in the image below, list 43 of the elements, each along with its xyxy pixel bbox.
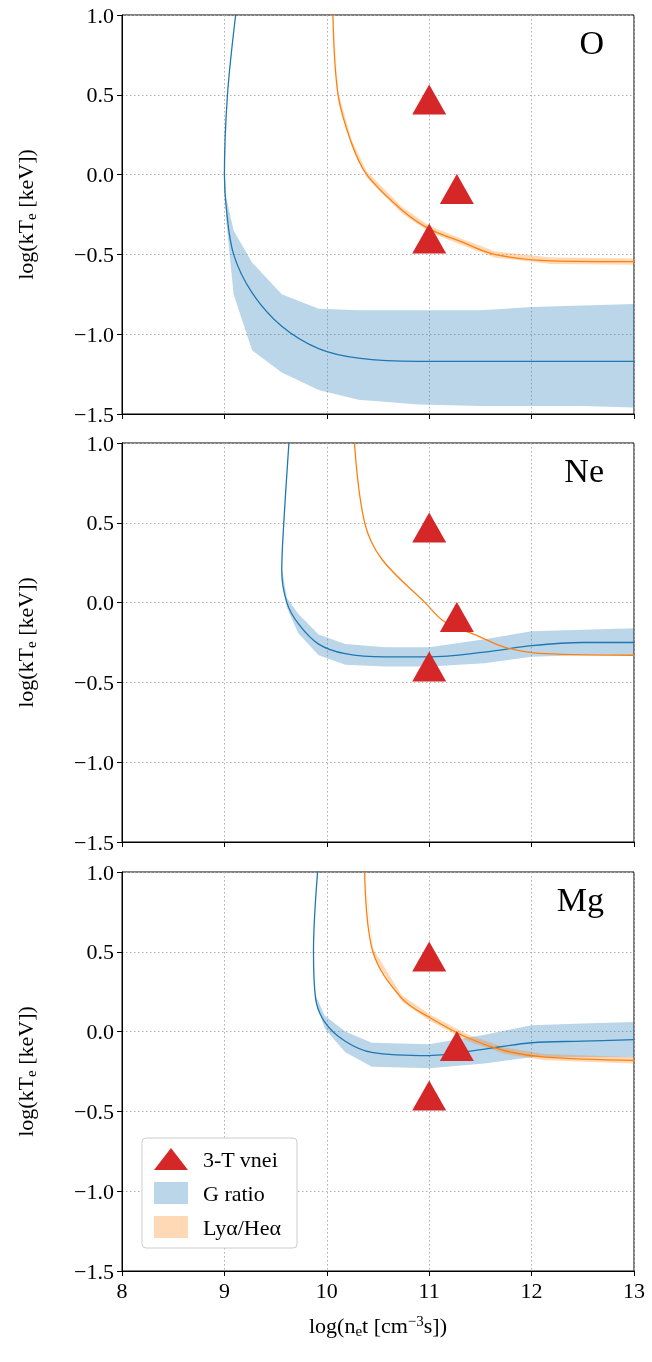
x-tick-label: 10	[315, 1277, 338, 1303]
x-tick-label: 11	[418, 1277, 440, 1303]
y-tick-label: −0.5	[74, 669, 114, 695]
y-axis-title: log(kTe [keV])	[13, 577, 39, 708]
annotation: O	[579, 23, 605, 61]
x-tick-label: 13	[623, 1277, 645, 1303]
y-tick-label: −0.5	[74, 1098, 114, 1124]
y-tick-label: 1.0	[86, 859, 114, 885]
y-tick-label: −1.5	[74, 1258, 114, 1284]
legend-label: G ratio	[203, 1180, 265, 1206]
point	[439, 1030, 474, 1061]
y-tick-label: −1.0	[74, 1178, 114, 1204]
y-tick-label: −1.5	[74, 829, 114, 855]
point	[412, 223, 447, 254]
x-tick-label: 8	[116, 1277, 128, 1303]
y-axis-title: log(kTe [keV])	[13, 1006, 39, 1137]
annotation: Mg	[556, 880, 604, 918]
point	[439, 601, 474, 632]
line-series	[353, 442, 635, 656]
legend-label: Lyα/Heα	[203, 1214, 282, 1240]
legend-label: 3-T vnei	[203, 1146, 278, 1172]
y-tick-label: −0.5	[74, 241, 114, 267]
y-tick-label: 0.0	[86, 162, 114, 188]
point	[412, 512, 447, 543]
y-tick-label: −1.0	[74, 321, 114, 347]
point	[412, 941, 447, 972]
y-axis-title: log(kTe [keV])	[13, 149, 39, 280]
y-tick-label: −1.5	[74, 401, 114, 427]
point	[412, 651, 447, 682]
y-tick-label: −1.0	[74, 749, 114, 775]
y-tick-label: 0.5	[86, 82, 114, 108]
point	[412, 1080, 447, 1111]
y-tick-label: 0.5	[86, 939, 114, 965]
y-tick-label: 0.0	[86, 590, 114, 616]
y-tick-label: 0.5	[86, 510, 114, 536]
y-tick-label: 1.0	[86, 430, 114, 456]
point	[439, 173, 474, 204]
y-tick-label: 1.0	[86, 2, 114, 28]
point	[412, 84, 447, 115]
x-tick-label: 12	[520, 1277, 543, 1303]
x-tick-label: 9	[218, 1277, 230, 1303]
annotation: Ne	[564, 451, 605, 489]
y-tick-label: 0.0	[86, 1019, 114, 1045]
